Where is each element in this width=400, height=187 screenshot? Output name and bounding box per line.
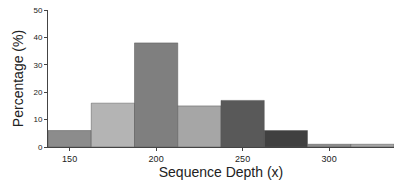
svg-text:Sequence Depth (x): Sequence Depth (x) bbox=[159, 164, 284, 180]
svg-text:Percentage (%): Percentage (%) bbox=[10, 30, 26, 127]
svg-text:50: 50 bbox=[33, 6, 42, 15]
svg-text:10: 10 bbox=[33, 115, 42, 124]
svg-text:30: 30 bbox=[33, 61, 42, 70]
svg-text:150: 150 bbox=[62, 154, 77, 164]
svg-text:0: 0 bbox=[38, 143, 43, 152]
svg-text:200: 200 bbox=[149, 154, 164, 164]
svg-text:20: 20 bbox=[33, 88, 42, 97]
svg-text:40: 40 bbox=[33, 33, 42, 42]
svg-text:300: 300 bbox=[322, 154, 337, 164]
svg-text:250: 250 bbox=[235, 154, 250, 164]
